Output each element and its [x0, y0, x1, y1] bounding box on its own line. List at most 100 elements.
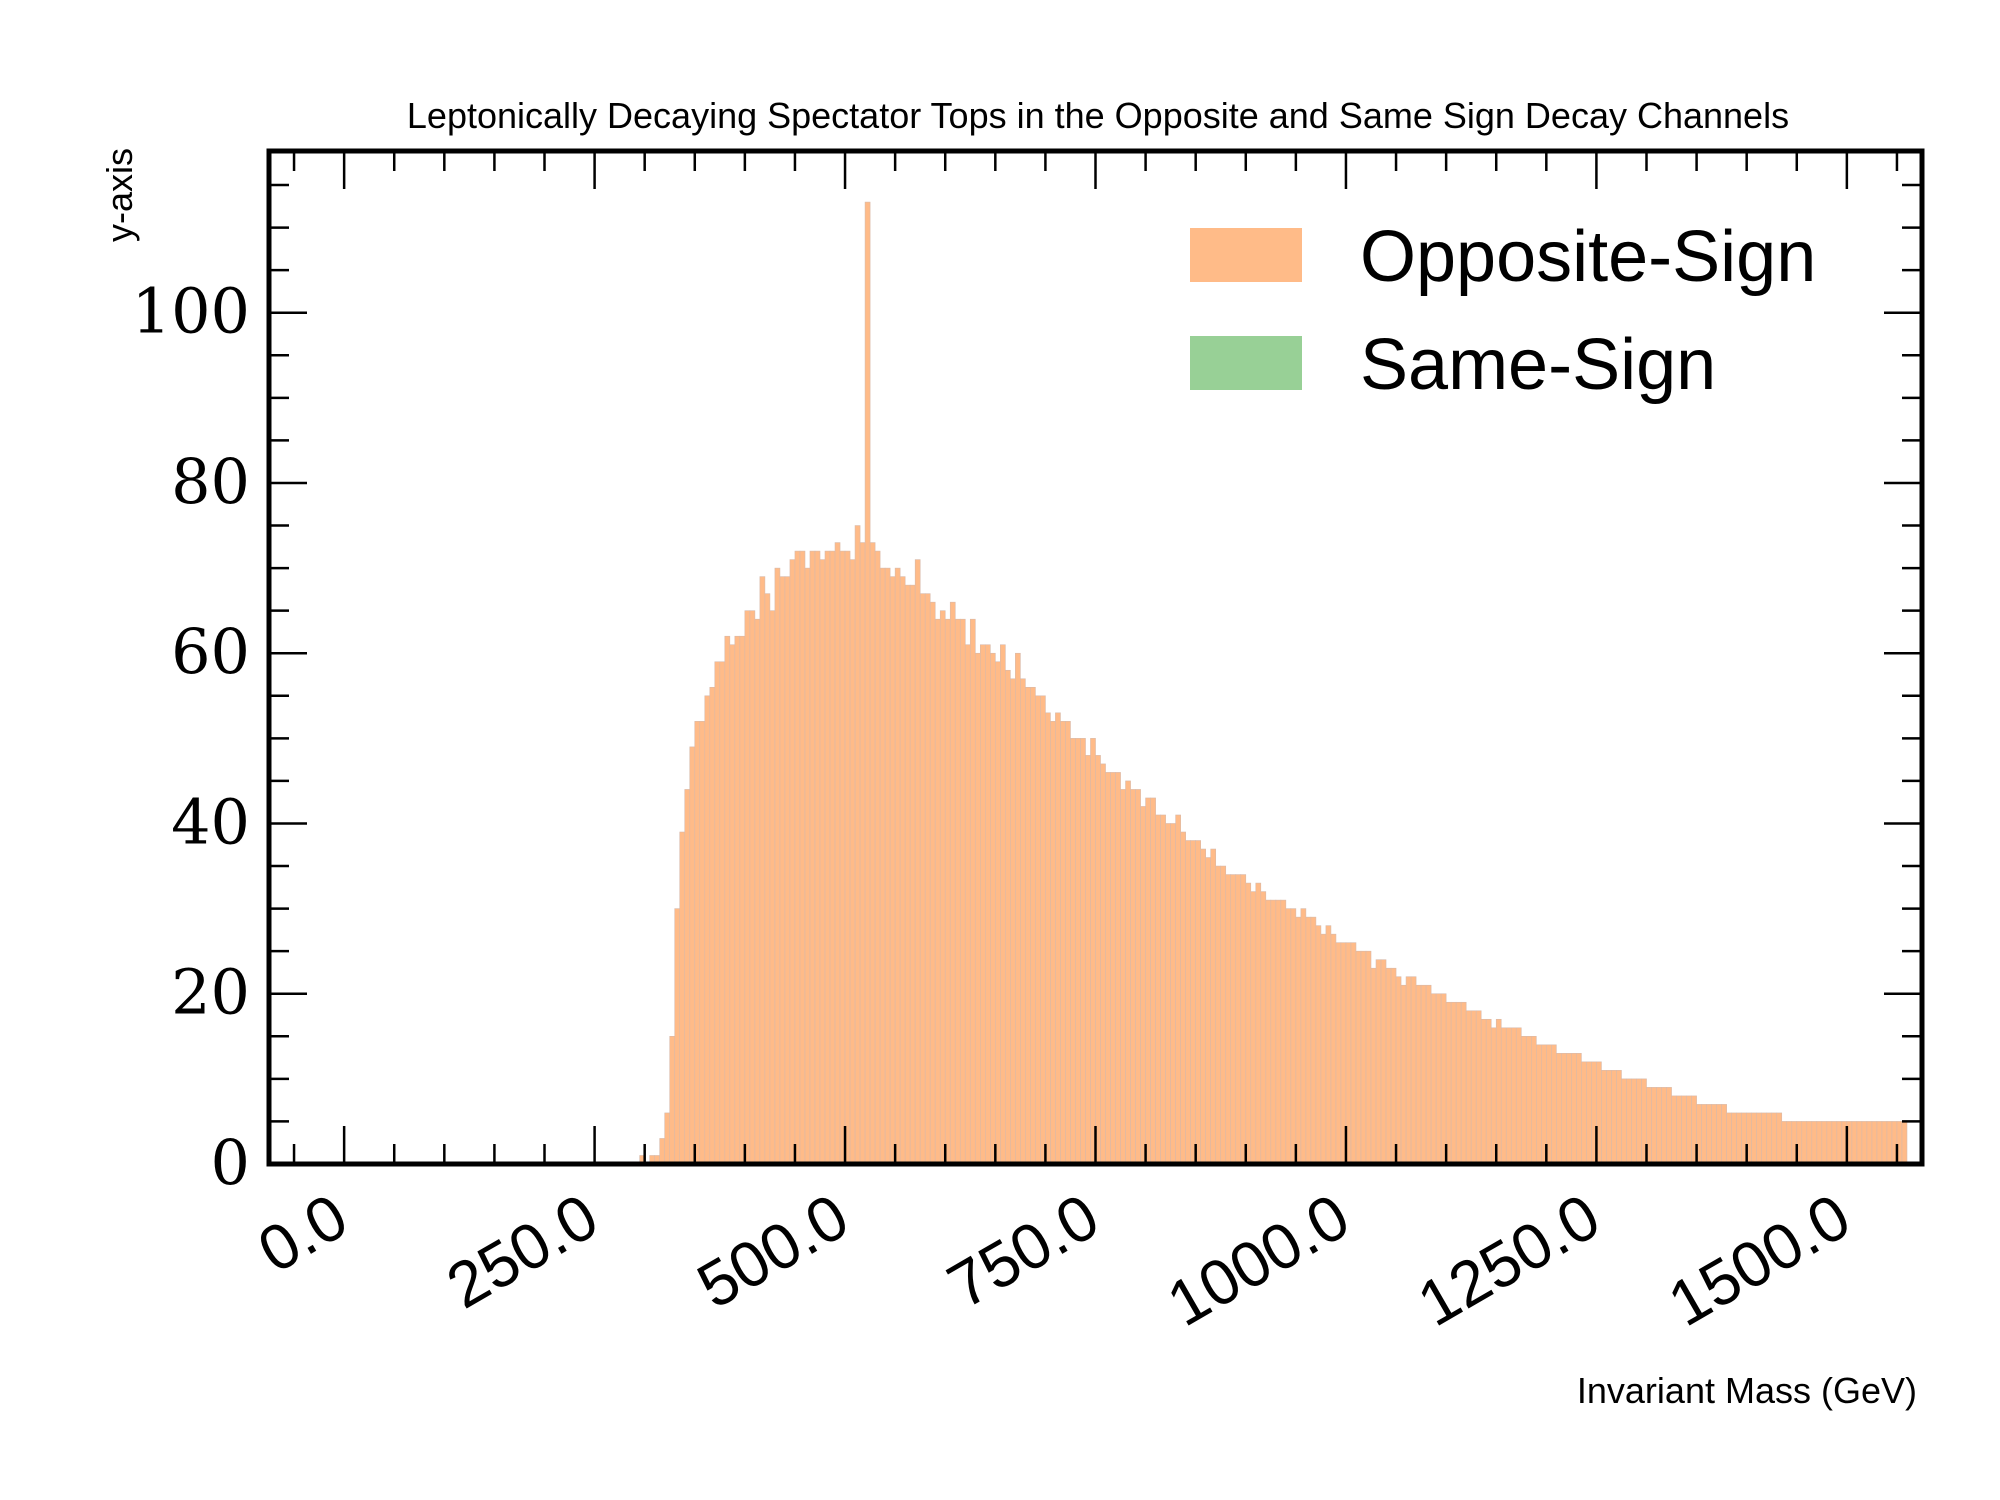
histogram-bar [1065, 721, 1071, 1165]
histogram-bar [1050, 721, 1056, 1165]
histogram-bar [1561, 1053, 1567, 1165]
histogram-bar [1190, 840, 1196, 1165]
histogram-bar [914, 559, 921, 1165]
histogram-bar [1325, 925, 1332, 1165]
histogram-bar [1225, 874, 1232, 1165]
histogram-bar [1150, 797, 1156, 1165]
histogram-bar [1831, 1121, 1838, 1165]
histogram-bar [1120, 789, 1126, 1165]
histogram-bar [1485, 1018, 1492, 1165]
histogram-bar [1100, 763, 1106, 1165]
histogram-bar [959, 618, 966, 1165]
histogram-bar [829, 550, 836, 1165]
histogram-bar [759, 576, 766, 1165]
histogram-bar [1736, 1112, 1742, 1165]
histogram-bar [874, 550, 881, 1165]
histogram-bar [1711, 1104, 1717, 1165]
histogram-bar [1636, 1078, 1642, 1165]
histogram-bar [694, 721, 701, 1165]
histogram-bar [1525, 1036, 1532, 1165]
histogram-bar [1110, 772, 1116, 1165]
histogram-bar [1405, 976, 1412, 1165]
histogram-bar [1876, 1121, 1883, 1165]
histogram-bar [754, 618, 761, 1165]
histogram-bar [1030, 686, 1036, 1165]
histogram-bar [1210, 848, 1217, 1165]
histogram-bar [1656, 1087, 1662, 1165]
histogram-bar [1335, 942, 1342, 1165]
histogram-bar [1776, 1112, 1783, 1165]
axis-ticks [269, 151, 1922, 1166]
histogram-bar [1215, 865, 1222, 1165]
histogram-bar [779, 576, 786, 1165]
histogram-bar [1721, 1104, 1727, 1165]
histogram-bar [774, 567, 781, 1165]
histogram-bar [1551, 1044, 1557, 1165]
histogram-bar [1901, 1121, 1908, 1165]
histogram-bar [1606, 1070, 1612, 1165]
histogram-bar [924, 593, 931, 1165]
histogram-bar [1626, 1078, 1632, 1165]
histogram-bar [1280, 899, 1287, 1165]
y-axis-label: y-axis [99, 148, 140, 242]
histogram-bar [1866, 1121, 1873, 1165]
histogram-bar [1701, 1104, 1707, 1165]
histogram-bar [1000, 644, 1006, 1165]
histogram-bar [669, 1036, 676, 1165]
histogram-bar [1445, 1001, 1452, 1165]
x-tick-label: 1250.0 [1406, 1180, 1612, 1340]
histogram-bar [1415, 984, 1422, 1165]
histogram-bar [1430, 993, 1437, 1165]
y-tick-labels: 0 20 40 60 80 100 [132, 275, 250, 1199]
histogram-bar [1816, 1121, 1823, 1165]
histogram-bar [1480, 1018, 1487, 1165]
histogram-bar [1756, 1112, 1763, 1165]
histogram-bar [1255, 882, 1262, 1165]
histogram-bar [789, 559, 796, 1165]
histogram-bar [894, 567, 901, 1165]
histogram-bar [819, 559, 826, 1165]
histogram-bar [1315, 925, 1322, 1165]
histogram-bar [1751, 1112, 1758, 1165]
plot-frame [266, 148, 1925, 1167]
histogram-bar [1621, 1078, 1627, 1165]
histogram-bar [1505, 1027, 1512, 1165]
histogram-bar [1350, 942, 1357, 1165]
histogram-bar [1616, 1070, 1622, 1165]
x-axis-label: Invariant Mass (GeV) [1577, 1370, 1917, 1411]
histogram-bar [1836, 1121, 1843, 1165]
histogram-bar [909, 584, 916, 1165]
histogram-bar [1060, 721, 1066, 1165]
y-tick-label: 40 [171, 785, 250, 858]
histogram-bar [1495, 1018, 1502, 1165]
x-tick-label: 1000.0 [1155, 1180, 1361, 1340]
histogram-bar [1706, 1104, 1712, 1165]
histogram-bar [1015, 652, 1021, 1165]
histogram-bar [1611, 1070, 1617, 1165]
histogram-bar [1265, 899, 1272, 1165]
histogram-bar [1230, 874, 1237, 1165]
histogram-bar [1205, 857, 1212, 1165]
histogram-bar [889, 576, 896, 1165]
histogram-bar [1160, 814, 1166, 1165]
histogram-bar [1075, 738, 1081, 1165]
histogram-bar [749, 610, 756, 1165]
histogram-bar [724, 635, 731, 1165]
histogram-bar [1070, 738, 1076, 1165]
histogram-bar [794, 550, 801, 1165]
histogram-bar [1355, 950, 1362, 1165]
histogram-bar [1125, 780, 1131, 1165]
histogram-bar [1576, 1053, 1582, 1165]
histogram-bar [1515, 1027, 1522, 1165]
legend-label-same-sign: Same-Sign [1360, 325, 1716, 405]
histogram-bar [1055, 712, 1061, 1165]
histogram-bar [1786, 1121, 1793, 1165]
histogram-bar [1010, 678, 1016, 1165]
histogram-bar [1045, 712, 1051, 1165]
x-tick-label: 1500.0 [1656, 1180, 1862, 1340]
histogram-bar [1581, 1061, 1587, 1165]
histogram-bar [1095, 755, 1101, 1165]
histogram-bar [919, 593, 926, 1165]
histogram-bar [1395, 976, 1402, 1165]
histogram-bar [1536, 1044, 1542, 1165]
